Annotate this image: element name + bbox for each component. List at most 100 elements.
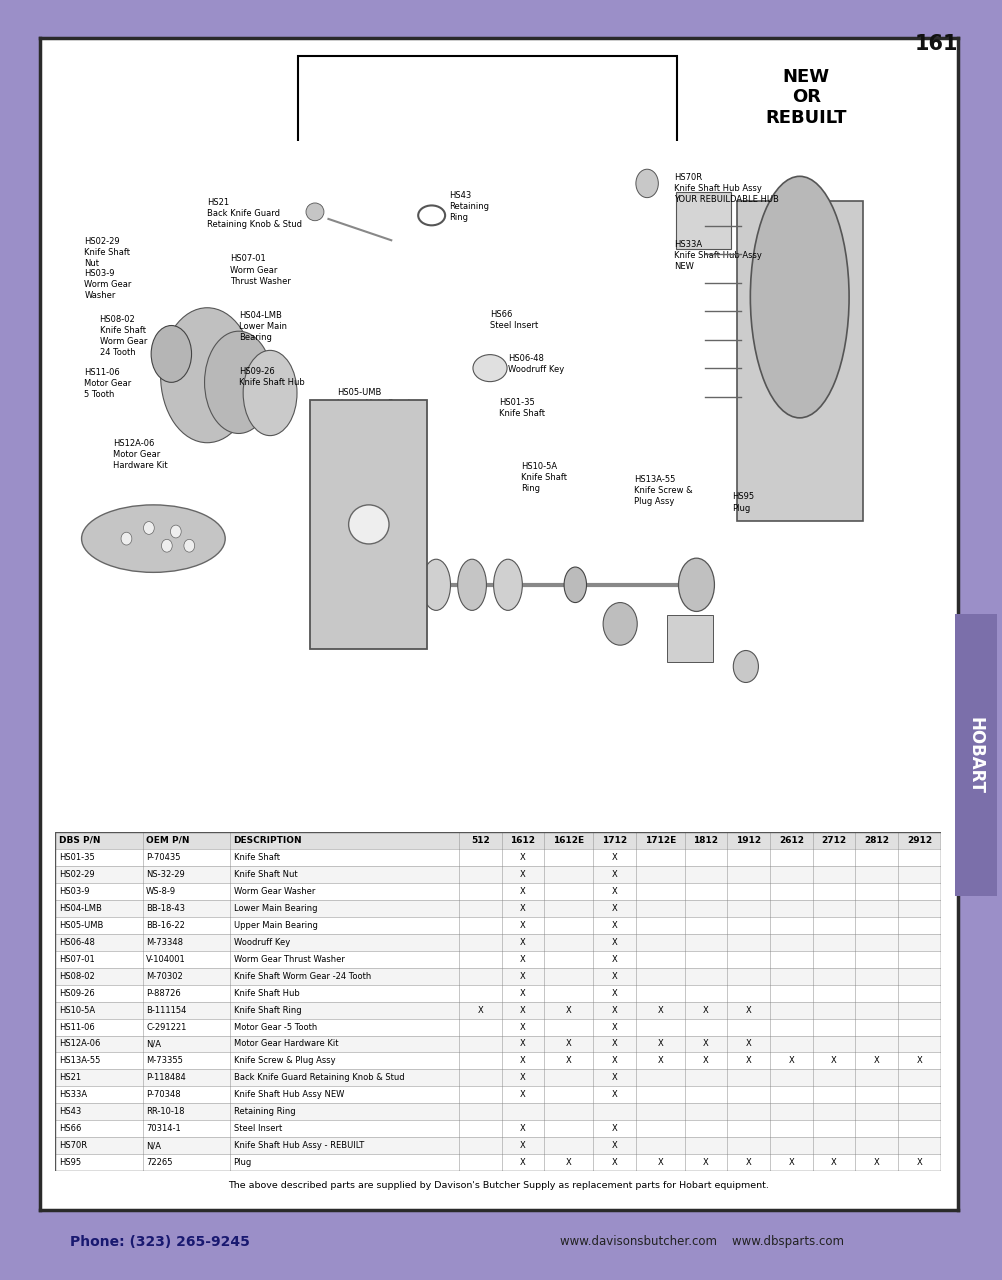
Text: M-73348: M-73348 bbox=[146, 938, 183, 947]
Bar bbox=[55, 1052, 940, 1070]
Text: FITS MODELS: FITS MODELS bbox=[603, 831, 696, 844]
Ellipse shape bbox=[732, 650, 758, 682]
Text: Knife Shaft Ring: Knife Shaft Ring bbox=[233, 1006, 301, 1015]
Text: X: X bbox=[565, 1056, 571, 1065]
Text: The above described parts are supplied by Davison's Butcher Supply as replacemen: The above described parts are supplied b… bbox=[227, 1180, 769, 1190]
Text: HS08-02
Knife Shaft
Worm Gear
24 Tooth: HS08-02 Knife Shaft Worm Gear 24 Tooth bbox=[99, 315, 146, 357]
Text: X: X bbox=[519, 920, 525, 929]
Text: 1612E: 1612E bbox=[552, 836, 583, 845]
Text: HS04-LMB
Lower Main
Bearing: HS04-LMB Lower Main Bearing bbox=[238, 311, 287, 343]
Text: HS10-5A: HS10-5A bbox=[59, 1006, 95, 1015]
Text: P-88726: P-88726 bbox=[146, 988, 180, 997]
Text: X: X bbox=[519, 1039, 525, 1048]
Ellipse shape bbox=[677, 558, 713, 612]
Text: X: X bbox=[519, 972, 525, 980]
Text: TO NATIONAL BAND SAW: TO NATIONAL BAND SAW bbox=[425, 108, 550, 118]
FancyBboxPatch shape bbox=[736, 201, 862, 521]
Text: HS33A
Knife Shaft Hub Assy
NEW: HS33A Knife Shaft Hub Assy NEW bbox=[673, 241, 762, 271]
Text: Plug: Plug bbox=[233, 1158, 252, 1167]
Text: X: X bbox=[831, 1056, 836, 1065]
Text: NEW: NEW bbox=[783, 68, 830, 86]
Ellipse shape bbox=[422, 559, 450, 611]
Text: OR: OR bbox=[792, 87, 820, 105]
Ellipse shape bbox=[161, 539, 172, 552]
Text: X: X bbox=[611, 938, 616, 947]
Text: X: X bbox=[656, 1039, 662, 1048]
Text: X: X bbox=[519, 852, 525, 861]
Text: X: X bbox=[477, 1006, 483, 1015]
Text: Retaining Ring: Retaining Ring bbox=[233, 1107, 295, 1116]
FancyBboxPatch shape bbox=[675, 192, 729, 250]
Bar bbox=[55, 1120, 940, 1138]
Text: Knife Shaft Worm Gear -24 Tooth: Knife Shaft Worm Gear -24 Tooth bbox=[233, 972, 371, 980]
Text: HS43: HS43 bbox=[59, 1107, 81, 1116]
Text: X: X bbox=[702, 1006, 708, 1015]
Text: HS07-01
Worm Gear
Thrust Washer: HS07-01 Worm Gear Thrust Washer bbox=[229, 255, 291, 285]
Text: Knife Shaft: Knife Shaft bbox=[233, 852, 280, 861]
Text: Motor Gear -5 Tooth: Motor Gear -5 Tooth bbox=[233, 1023, 317, 1032]
Text: X: X bbox=[611, 904, 616, 913]
Text: Lower Main Bearing: Lower Main Bearing bbox=[233, 904, 317, 913]
Ellipse shape bbox=[121, 532, 131, 545]
Text: HS70R
Knife Shaft Hub Assy
YOUR REBUILDABLE HUB: HS70R Knife Shaft Hub Assy YOUR REBUILDA… bbox=[673, 173, 779, 204]
Text: X: X bbox=[519, 1006, 525, 1015]
Text: HS01-35: HS01-35 bbox=[59, 852, 94, 861]
Text: HS11-06
Motor Gear
5 Tooth: HS11-06 Motor Gear 5 Tooth bbox=[84, 369, 131, 399]
Text: 1812: 1812 bbox=[692, 836, 717, 845]
Text: Knife Screw & Plug Assy: Knife Screw & Plug Assy bbox=[233, 1056, 335, 1065]
Text: HS43
Retaining
Ring: HS43 Retaining Ring bbox=[449, 191, 489, 221]
Text: HOBART: HOBART bbox=[966, 717, 984, 794]
Text: X: X bbox=[519, 1158, 525, 1167]
Text: 72265: 72265 bbox=[146, 1158, 172, 1167]
Text: HS13A-55: HS13A-55 bbox=[59, 1056, 100, 1065]
Text: USE THESE NEW PARTS TO REBUILD YOUR HUB: USE THESE NEW PARTS TO REBUILD YOUR HUB bbox=[357, 69, 618, 79]
Ellipse shape bbox=[160, 307, 254, 443]
Ellipse shape bbox=[602, 603, 636, 645]
Text: HS10-5A
Knife Shaft
Ring: HS10-5A Knife Shaft Ring bbox=[521, 462, 567, 493]
Bar bbox=[55, 934, 940, 951]
Text: HS33A: HS33A bbox=[59, 1091, 87, 1100]
Text: HS12A-06
Motor Gear
Hardware Kit: HS12A-06 Motor Gear Hardware Kit bbox=[113, 439, 167, 470]
Text: X: X bbox=[519, 938, 525, 947]
Text: X: X bbox=[519, 870, 525, 879]
Text: Knife Shaft Nut: Knife Shaft Nut bbox=[233, 870, 297, 879]
Bar bbox=[55, 900, 940, 916]
Text: P-70348: P-70348 bbox=[146, 1091, 180, 1100]
Ellipse shape bbox=[349, 504, 389, 544]
Text: C-291221: C-291221 bbox=[146, 1023, 186, 1032]
Text: 1712E: 1712E bbox=[644, 836, 675, 845]
Bar bbox=[55, 1137, 940, 1155]
Text: 2612: 2612 bbox=[779, 836, 803, 845]
Text: 512: 512 bbox=[470, 836, 489, 845]
Text: 1612: 1612 bbox=[510, 836, 535, 845]
Text: X: X bbox=[702, 1056, 708, 1065]
Text: B-111154: B-111154 bbox=[146, 1006, 186, 1015]
Bar bbox=[55, 984, 940, 1001]
Bar bbox=[55, 849, 940, 865]
Text: X: X bbox=[788, 1056, 794, 1065]
Text: X: X bbox=[611, 988, 616, 997]
Text: HS95
Plug: HS95 Plug bbox=[731, 493, 754, 512]
Text: X: X bbox=[656, 1158, 662, 1167]
Text: 2812: 2812 bbox=[864, 836, 889, 845]
Text: Upper Main Bearing: Upper Main Bearing bbox=[233, 920, 318, 929]
Text: OEM P/N: OEM P/N bbox=[146, 836, 189, 845]
Text: N/A: N/A bbox=[146, 1039, 161, 1048]
Text: X: X bbox=[611, 870, 616, 879]
Text: X: X bbox=[611, 1023, 616, 1032]
Text: X: X bbox=[831, 1158, 836, 1167]
Text: X: X bbox=[611, 1124, 616, 1133]
Text: N/A: N/A bbox=[146, 1142, 161, 1151]
Text: X: X bbox=[656, 1056, 662, 1065]
Text: X: X bbox=[519, 1142, 525, 1151]
Ellipse shape bbox=[183, 539, 194, 552]
Text: X: X bbox=[565, 1006, 571, 1015]
Text: HS09-26: HS09-26 bbox=[59, 988, 94, 997]
Text: HS12A-06: HS12A-06 bbox=[59, 1039, 100, 1048]
Text: X: X bbox=[745, 1039, 750, 1048]
Text: www.davisonsbutcher.com    www.dbsparts.com: www.davisonsbutcher.com www.dbsparts.com bbox=[559, 1235, 844, 1248]
Text: Worm Gear Thrust Washer: Worm Gear Thrust Washer bbox=[233, 955, 344, 964]
Text: X: X bbox=[745, 1056, 750, 1065]
Text: HS05-UMB: HS05-UMB bbox=[59, 920, 103, 929]
Text: HS04-LMB: HS04-LMB bbox=[59, 904, 101, 913]
